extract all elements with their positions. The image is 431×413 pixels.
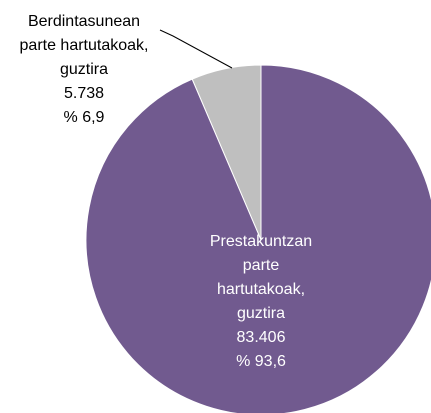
pie-slice bbox=[85, 64, 431, 413]
category-label: Berdintasunean parte hartutakoak, guztir… bbox=[19, 13, 149, 78]
category-label: Prestakuntzan parte hartutakoak, guztira bbox=[209, 233, 313, 322]
percentage-label: % 6,9 bbox=[63, 109, 105, 126]
slice-label: Prestakuntzan parte hartutakoak, guztira… bbox=[200, 230, 322, 374]
leader-line bbox=[159, 29, 233, 69]
percentage-label: % 93,6 bbox=[236, 353, 286, 370]
value-label: 5.738 bbox=[63, 85, 105, 102]
value-label: 83.406 bbox=[236, 329, 286, 346]
slice-label: Berdintasunean parte hartutakoak, guztir… bbox=[15, 10, 153, 130]
